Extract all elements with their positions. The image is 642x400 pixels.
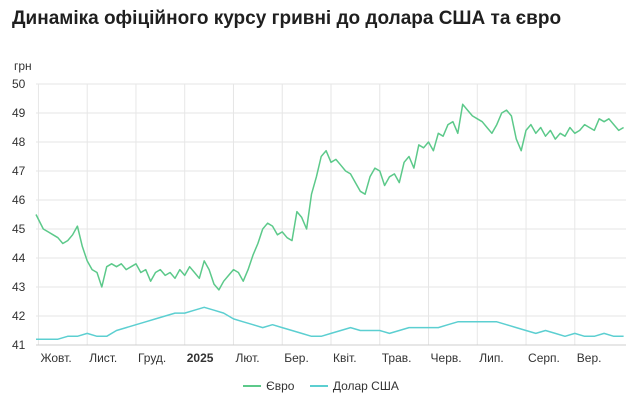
grid-lines (36, 83, 626, 346)
x-tick-label: Вер. (577, 351, 602, 365)
x-tick-label: Бер. (284, 351, 309, 365)
legend: Євро Долар США (0, 376, 642, 393)
x-tick-label: Лип. (479, 351, 503, 365)
y-tick-label: 42 (12, 309, 26, 323)
legend-item-usd[interactable]: Долар США (309, 379, 399, 393)
y-tick-label: 50 (12, 77, 26, 91)
axes: грн 41 42 43 44 45 46 47 48 49 50 Жовт. Лист. Груд. 20… (12, 59, 626, 365)
y-tick-label: 49 (12, 106, 26, 120)
legend-item-euro[interactable]: Євро (243, 379, 294, 393)
y-tick-label: 47 (12, 164, 26, 178)
y-tick-label: 46 (12, 193, 26, 207)
legend-swatch-euro (243, 385, 262, 387)
y-tick-label: 45 (12, 222, 26, 236)
x-tick-label: Жовт. (40, 351, 71, 365)
legend-label-euro: Євро (266, 379, 295, 393)
series-lines (35, 103, 624, 340)
y-tick-label: 44 (12, 251, 26, 265)
series-line-1 (36, 306, 624, 340)
line-chart: грн 41 42 43 44 45 46 47 48 49 50 Жовт. Лист. Груд. 20… (12, 59, 626, 365)
x-tick-label: Лют. (235, 351, 259, 365)
x-tick-label: 2025 (187, 351, 214, 365)
series-line-0 (35, 103, 624, 291)
chart-title: Динаміка офіційного курсу гривні до дола… (12, 8, 562, 29)
legend-label-usd: Долар США (332, 379, 399, 393)
x-tick-label: Серп. (528, 351, 560, 365)
y-tick-label: 43 (12, 280, 26, 294)
x-tick-label: Груд. (138, 351, 166, 365)
x-tick-label: Квіт. (333, 351, 357, 365)
y-tick-label: 41 (12, 338, 26, 352)
x-tick-label: Черв. (431, 351, 462, 365)
y-tick-label: 48 (12, 135, 26, 149)
legend-swatch-usd (309, 385, 328, 387)
y-axis-unit-label: грн (14, 59, 32, 73)
x-tick-label: Лист. (89, 351, 117, 365)
x-tick-label: Трав. (382, 351, 412, 365)
